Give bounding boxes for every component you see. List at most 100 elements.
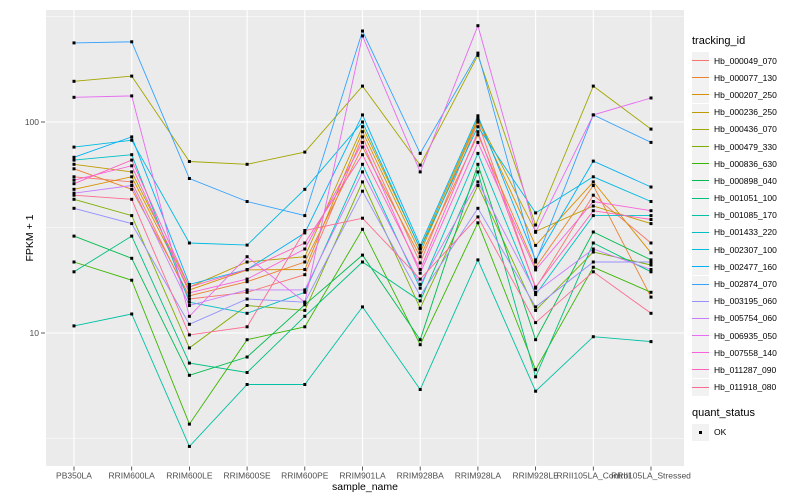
data-point	[303, 288, 307, 292]
x-tick-label: RRII105LA_Stressed	[611, 471, 691, 481]
x-tick-label: RRIM901LA	[339, 471, 386, 481]
legend-key-swatch	[692, 120, 709, 138]
data-point	[72, 145, 76, 149]
data-point	[418, 282, 422, 286]
legend-item: Hb_000077_130	[692, 69, 798, 87]
data-point	[245, 297, 249, 301]
data-point	[245, 304, 249, 307]
legend-key-swatch	[692, 292, 709, 310]
y-tick-label: 10	[30, 328, 40, 338]
data-point	[187, 297, 191, 301]
data-point	[476, 215, 480, 219]
data-point	[476, 151, 480, 155]
legend-item: Hb_000898_040	[692, 172, 798, 190]
legend-item-label: Hb_000436_070	[714, 124, 777, 135]
legend-line-icon	[692, 128, 709, 130]
data-point	[591, 113, 595, 117]
data-point	[245, 325, 249, 329]
legend-item: Hb_011918_080	[692, 378, 798, 396]
data-point	[649, 127, 653, 131]
data-point	[361, 84, 364, 88]
data-point	[476, 24, 480, 28]
data-point	[361, 253, 364, 257]
y-axis-title: FPKM + 1	[24, 214, 36, 262]
data-point	[476, 125, 480, 129]
data-point	[72, 155, 76, 159]
data-point	[418, 338, 422, 342]
legend-item-label: Hb_002307_100	[714, 244, 777, 255]
data-point	[130, 40, 134, 44]
legend-item: Hb_000479_330	[692, 138, 798, 156]
data-point	[303, 247, 307, 251]
legend-item: Hb_005754_060	[692, 309, 798, 327]
data-point	[418, 299, 422, 303]
data-point	[476, 140, 480, 144]
legend-item: Hb_002874_070	[692, 275, 798, 293]
data-point	[534, 230, 538, 234]
data-point	[418, 294, 422, 298]
data-point	[72, 187, 76, 191]
data-point	[130, 164, 134, 168]
legend-item: Hb_001085_170	[692, 206, 798, 224]
data-point	[649, 185, 653, 189]
data-point	[361, 120, 364, 124]
data-point	[245, 260, 249, 264]
legend-key-swatch	[692, 172, 709, 190]
legend-item: Hb_011287_090	[692, 361, 798, 379]
data-point	[130, 222, 134, 226]
legend-line-icon	[692, 335, 709, 337]
legend-item: Hb_002477_160	[692, 258, 798, 276]
data-point	[476, 162, 480, 166]
data-point	[245, 355, 249, 359]
data-point	[591, 270, 595, 274]
data-point	[130, 214, 134, 218]
data-point	[534, 268, 538, 272]
data-point	[476, 258, 480, 262]
legend-title-quant-status: quant_status	[692, 406, 755, 419]
data-point	[72, 79, 76, 83]
data-point	[361, 130, 364, 134]
data-point	[130, 74, 134, 78]
data-point	[361, 227, 364, 231]
data-point	[591, 209, 595, 213]
data-point	[303, 255, 307, 259]
data-point	[130, 312, 134, 316]
data-point	[418, 388, 422, 391]
legend-item: Hb_000836_630	[692, 155, 798, 173]
data-point	[649, 209, 653, 213]
legend-item-label: Hb_000479_330	[714, 141, 777, 152]
legend-key-swatch	[692, 206, 709, 224]
x-tick-label: RRIM928LE	[512, 471, 559, 481]
data-point	[72, 95, 76, 99]
data-point	[187, 300, 191, 304]
data-point	[72, 260, 76, 264]
data-point	[303, 187, 307, 191]
data-point	[418, 151, 422, 155]
data-point	[534, 321, 538, 325]
legend-item-label: Hb_011918_080	[714, 382, 777, 393]
legend-line-icon	[692, 317, 709, 319]
legend-key-swatch	[692, 361, 709, 379]
legend-line-icon	[692, 146, 709, 148]
data-point	[187, 241, 191, 245]
data-point	[476, 170, 480, 174]
data-point	[649, 311, 653, 315]
data-point	[476, 120, 480, 124]
legend-item: Hb_001051_100	[692, 189, 798, 207]
data-point	[418, 306, 422, 310]
data-point	[303, 150, 307, 154]
data-point	[245, 255, 249, 259]
data-point	[187, 177, 191, 180]
data-point	[418, 243, 422, 247]
y-tick-label: 100	[25, 117, 39, 127]
data-point	[187, 373, 191, 377]
data-point	[649, 251, 653, 255]
data-point	[303, 231, 307, 235]
legend-item-label: Hb_000236_250	[714, 107, 777, 118]
legend-line-icon	[692, 266, 709, 268]
data-point	[649, 241, 653, 245]
data-point	[418, 343, 422, 347]
data-point	[361, 260, 364, 264]
data-point	[130, 170, 134, 174]
